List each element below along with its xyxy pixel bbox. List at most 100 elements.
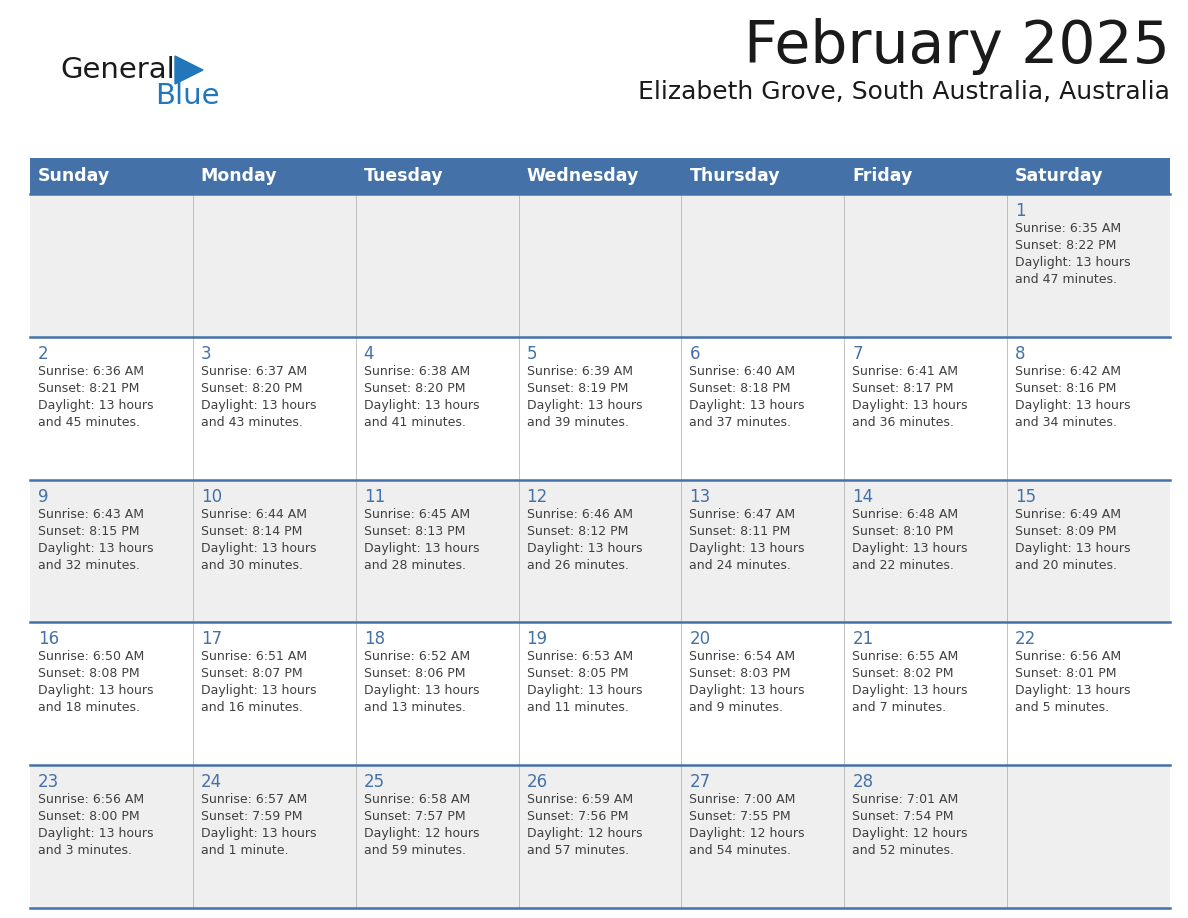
Text: 22: 22 [1015, 631, 1036, 648]
Text: and 45 minutes.: and 45 minutes. [38, 416, 140, 429]
Text: Blue: Blue [154, 82, 220, 110]
Text: 15: 15 [1015, 487, 1036, 506]
Text: Sunset: 8:01 PM: Sunset: 8:01 PM [1015, 667, 1117, 680]
Text: 28: 28 [852, 773, 873, 791]
Text: Thursday: Thursday [689, 167, 781, 185]
Text: 27: 27 [689, 773, 710, 791]
Text: Sunrise: 6:46 AM: Sunrise: 6:46 AM [526, 508, 632, 521]
Text: Sunrise: 6:49 AM: Sunrise: 6:49 AM [1015, 508, 1121, 521]
Bar [30, 194, 1170, 337]
Text: Daylight: 12 hours: Daylight: 12 hours [364, 827, 479, 840]
Text: Daylight: 13 hours: Daylight: 13 hours [38, 827, 153, 840]
Text: and 54 minutes.: and 54 minutes. [689, 845, 791, 857]
Polygon shape [175, 56, 203, 84]
Text: and 37 minutes.: and 37 minutes. [689, 416, 791, 429]
Text: and 47 minutes.: and 47 minutes. [1015, 273, 1117, 286]
Text: Sunrise: 6:43 AM: Sunrise: 6:43 AM [38, 508, 144, 521]
Text: Sunrise: 6:35 AM: Sunrise: 6:35 AM [1015, 222, 1121, 235]
Text: Sunset: 7:54 PM: Sunset: 7:54 PM [852, 811, 954, 823]
Text: and 5 minutes.: and 5 minutes. [1015, 701, 1110, 714]
Text: Sunset: 8:06 PM: Sunset: 8:06 PM [364, 667, 466, 680]
Text: Daylight: 13 hours: Daylight: 13 hours [201, 827, 316, 840]
Text: Sunrise: 6:37 AM: Sunrise: 6:37 AM [201, 364, 307, 378]
Text: and 24 minutes.: and 24 minutes. [689, 558, 791, 572]
Text: Sunrise: 6:58 AM: Sunrise: 6:58 AM [364, 793, 470, 806]
Text: and 59 minutes.: and 59 minutes. [364, 845, 466, 857]
Bar [30, 766, 1170, 908]
Text: 4: 4 [364, 345, 374, 363]
Bar [30, 622, 1170, 766]
Text: Sunrise: 6:56 AM: Sunrise: 6:56 AM [38, 793, 144, 806]
Text: Daylight: 13 hours: Daylight: 13 hours [201, 398, 316, 412]
Text: Sunrise: 6:41 AM: Sunrise: 6:41 AM [852, 364, 959, 378]
Text: and 18 minutes.: and 18 minutes. [38, 701, 140, 714]
Text: Sunset: 7:57 PM: Sunset: 7:57 PM [364, 811, 466, 823]
Text: Sunset: 8:00 PM: Sunset: 8:00 PM [38, 811, 140, 823]
Text: Sunset: 8:14 PM: Sunset: 8:14 PM [201, 524, 302, 538]
Text: General: General [61, 56, 175, 84]
Text: Sunset: 8:02 PM: Sunset: 8:02 PM [852, 667, 954, 680]
Text: Daylight: 13 hours: Daylight: 13 hours [1015, 256, 1131, 269]
Text: and 3 minutes.: and 3 minutes. [38, 845, 132, 857]
Text: 23: 23 [38, 773, 59, 791]
Text: and 20 minutes.: and 20 minutes. [1015, 558, 1117, 572]
Text: and 16 minutes.: and 16 minutes. [201, 701, 303, 714]
Text: Daylight: 13 hours: Daylight: 13 hours [201, 542, 316, 554]
Text: Sunrise: 6:51 AM: Sunrise: 6:51 AM [201, 650, 307, 664]
Text: Sunset: 8:15 PM: Sunset: 8:15 PM [38, 524, 139, 538]
Text: 21: 21 [852, 631, 873, 648]
Text: Tuesday: Tuesday [364, 167, 443, 185]
Text: Sunset: 8:05 PM: Sunset: 8:05 PM [526, 667, 628, 680]
Text: Daylight: 13 hours: Daylight: 13 hours [364, 685, 479, 698]
Text: Sunrise: 6:38 AM: Sunrise: 6:38 AM [364, 364, 469, 378]
Text: Sunrise: 6:39 AM: Sunrise: 6:39 AM [526, 364, 632, 378]
Text: Sunset: 7:59 PM: Sunset: 7:59 PM [201, 811, 303, 823]
Text: Daylight: 13 hours: Daylight: 13 hours [1015, 685, 1131, 698]
Text: 2: 2 [38, 345, 49, 363]
Text: Sunrise: 6:42 AM: Sunrise: 6:42 AM [1015, 364, 1121, 378]
Text: Daylight: 12 hours: Daylight: 12 hours [526, 827, 642, 840]
Text: Sunset: 8:22 PM: Sunset: 8:22 PM [1015, 239, 1117, 252]
Text: 7: 7 [852, 345, 862, 363]
Text: and 57 minutes.: and 57 minutes. [526, 845, 628, 857]
Text: and 36 minutes.: and 36 minutes. [852, 416, 954, 429]
Text: Monday: Monday [201, 167, 278, 185]
Text: Daylight: 13 hours: Daylight: 13 hours [364, 398, 479, 412]
Text: 18: 18 [364, 631, 385, 648]
Text: Daylight: 13 hours: Daylight: 13 hours [526, 542, 642, 554]
Text: Sunset: 8:21 PM: Sunset: 8:21 PM [38, 382, 139, 395]
Text: Daylight: 13 hours: Daylight: 13 hours [852, 685, 968, 698]
Text: and 22 minutes.: and 22 minutes. [852, 558, 954, 572]
Text: Daylight: 12 hours: Daylight: 12 hours [689, 827, 805, 840]
Text: and 32 minutes.: and 32 minutes. [38, 558, 140, 572]
Text: Sunrise: 7:01 AM: Sunrise: 7:01 AM [852, 793, 959, 806]
Text: Daylight: 13 hours: Daylight: 13 hours [38, 542, 153, 554]
Text: Daylight: 13 hours: Daylight: 13 hours [1015, 398, 1131, 412]
Text: 8: 8 [1015, 345, 1025, 363]
Text: Sunset: 8:10 PM: Sunset: 8:10 PM [852, 524, 954, 538]
Text: 17: 17 [201, 631, 222, 648]
Text: Sunset: 8:20 PM: Sunset: 8:20 PM [364, 382, 466, 395]
Text: Sunrise: 6:40 AM: Sunrise: 6:40 AM [689, 364, 796, 378]
Text: 20: 20 [689, 631, 710, 648]
Text: Elizabeth Grove, South Australia, Australia: Elizabeth Grove, South Australia, Austra… [638, 80, 1170, 104]
Text: and 43 minutes.: and 43 minutes. [201, 416, 303, 429]
Text: Sunset: 8:11 PM: Sunset: 8:11 PM [689, 524, 791, 538]
Text: Sunrise: 6:45 AM: Sunrise: 6:45 AM [364, 508, 469, 521]
Text: Daylight: 13 hours: Daylight: 13 hours [526, 685, 642, 698]
Text: Sunrise: 6:57 AM: Sunrise: 6:57 AM [201, 793, 308, 806]
Text: 14: 14 [852, 487, 873, 506]
Text: and 9 minutes.: and 9 minutes. [689, 701, 783, 714]
Text: 10: 10 [201, 487, 222, 506]
Text: and 1 minute.: and 1 minute. [201, 845, 289, 857]
Text: 11: 11 [364, 487, 385, 506]
Bar [30, 337, 1170, 479]
Text: Saturday: Saturday [1015, 167, 1104, 185]
Text: Daylight: 12 hours: Daylight: 12 hours [852, 827, 968, 840]
Text: Sunday: Sunday [38, 167, 110, 185]
Text: Sunset: 8:20 PM: Sunset: 8:20 PM [201, 382, 303, 395]
Text: Daylight: 13 hours: Daylight: 13 hours [1015, 542, 1131, 554]
Text: Daylight: 13 hours: Daylight: 13 hours [689, 542, 805, 554]
Text: Sunset: 8:16 PM: Sunset: 8:16 PM [1015, 382, 1117, 395]
Text: and 13 minutes.: and 13 minutes. [364, 701, 466, 714]
